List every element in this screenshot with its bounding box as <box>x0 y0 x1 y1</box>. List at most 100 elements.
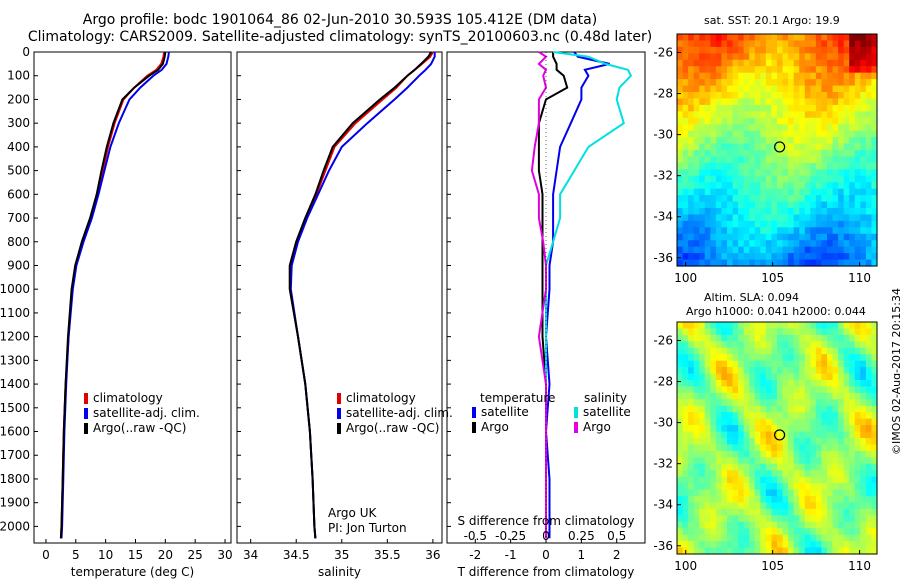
map-x-tick-label: 105 <box>761 271 784 285</box>
map-cell <box>843 53 850 61</box>
map-cell <box>815 227 823 235</box>
map-cell <box>715 534 723 542</box>
map-cell <box>827 208 834 216</box>
map-cell <box>738 373 745 381</box>
map-cell <box>699 79 706 87</box>
map-cell <box>804 34 811 42</box>
map-cell <box>777 227 784 235</box>
map-cell <box>710 438 717 446</box>
map-cell <box>760 162 767 170</box>
map-cell <box>782 322 789 330</box>
map-cell <box>838 117 845 125</box>
map-cell <box>738 188 745 196</box>
map-cell <box>799 214 806 222</box>
map-cell <box>682 182 689 190</box>
map-cell <box>838 259 845 267</box>
map-cell <box>677 195 684 203</box>
map-cell <box>699 515 706 523</box>
map-cell <box>715 162 723 170</box>
map-cell <box>865 137 873 145</box>
map-cell <box>693 156 700 164</box>
map-cell <box>682 457 689 465</box>
map-cell <box>693 412 700 420</box>
map-cell <box>788 246 795 254</box>
map-cell <box>749 476 756 484</box>
map-cell <box>710 380 717 388</box>
map-cell <box>688 156 695 164</box>
map-cell <box>715 195 723 203</box>
map-cell <box>777 521 784 529</box>
map-cell <box>799 521 806 529</box>
map-cell <box>693 188 700 196</box>
map-cell <box>782 489 789 497</box>
map-cell <box>843 412 850 420</box>
map-cell <box>677 34 684 42</box>
map-cell <box>771 92 778 100</box>
map-cell <box>699 253 706 261</box>
map-cell <box>682 528 689 536</box>
map-cell <box>804 392 811 400</box>
map-cell <box>849 53 856 61</box>
map-cell <box>765 259 773 267</box>
map-cell <box>749 137 756 145</box>
map-cell <box>743 175 750 183</box>
map-cell <box>704 354 711 362</box>
map-cell <box>738 489 745 497</box>
map-cell <box>788 72 795 80</box>
map-cell <box>771 360 778 368</box>
map-cell <box>749 46 756 54</box>
map-cell <box>732 463 739 471</box>
map-cell <box>682 367 689 375</box>
map-cell <box>871 341 878 349</box>
map-cell <box>760 246 767 254</box>
map-cell <box>721 53 728 61</box>
map-cell <box>699 322 706 330</box>
map-cell <box>682 156 689 164</box>
map-cell <box>721 489 728 497</box>
map-cell <box>793 53 800 61</box>
map-cell <box>749 360 756 368</box>
map-cell <box>804 457 811 465</box>
map-cell <box>860 259 867 267</box>
map-cell <box>782 233 789 241</box>
map-cell <box>760 341 767 349</box>
map-cell <box>727 98 734 106</box>
map-cell <box>765 534 773 542</box>
map-cell <box>704 253 711 261</box>
map-cell <box>832 496 839 504</box>
map-cell <box>782 201 789 209</box>
map-cell <box>721 214 728 222</box>
map-cell <box>865 98 873 106</box>
map-cell <box>782 418 789 426</box>
map-cell <box>832 175 839 183</box>
map-cell <box>699 201 706 209</box>
map-cell <box>771 521 778 529</box>
map-cell <box>721 150 728 158</box>
map-cell <box>699 476 706 484</box>
map-cell <box>804 40 811 48</box>
map-cell <box>799 188 806 196</box>
map-cell <box>715 253 723 261</box>
map-cell <box>732 367 739 375</box>
map-cell <box>682 483 689 491</box>
map-cell <box>749 59 756 67</box>
map-cell <box>715 208 723 216</box>
map-cell <box>854 457 861 465</box>
map-cell <box>788 412 795 420</box>
map-cell <box>765 373 773 381</box>
y-tick-label: 200 <box>7 92 30 106</box>
map-cell <box>682 354 689 362</box>
map-cell <box>810 195 817 203</box>
map-cell <box>854 162 861 170</box>
map-cell <box>865 431 873 439</box>
map-cell <box>799 162 806 170</box>
map-cell <box>738 496 745 504</box>
map-cell <box>838 541 845 549</box>
map-cell <box>704 425 711 433</box>
map-cell <box>871 124 878 132</box>
map-cell <box>821 214 828 222</box>
map-cell <box>743 253 750 261</box>
map-cell <box>843 124 850 132</box>
map-cell <box>849 162 856 170</box>
map-cell <box>749 541 756 549</box>
